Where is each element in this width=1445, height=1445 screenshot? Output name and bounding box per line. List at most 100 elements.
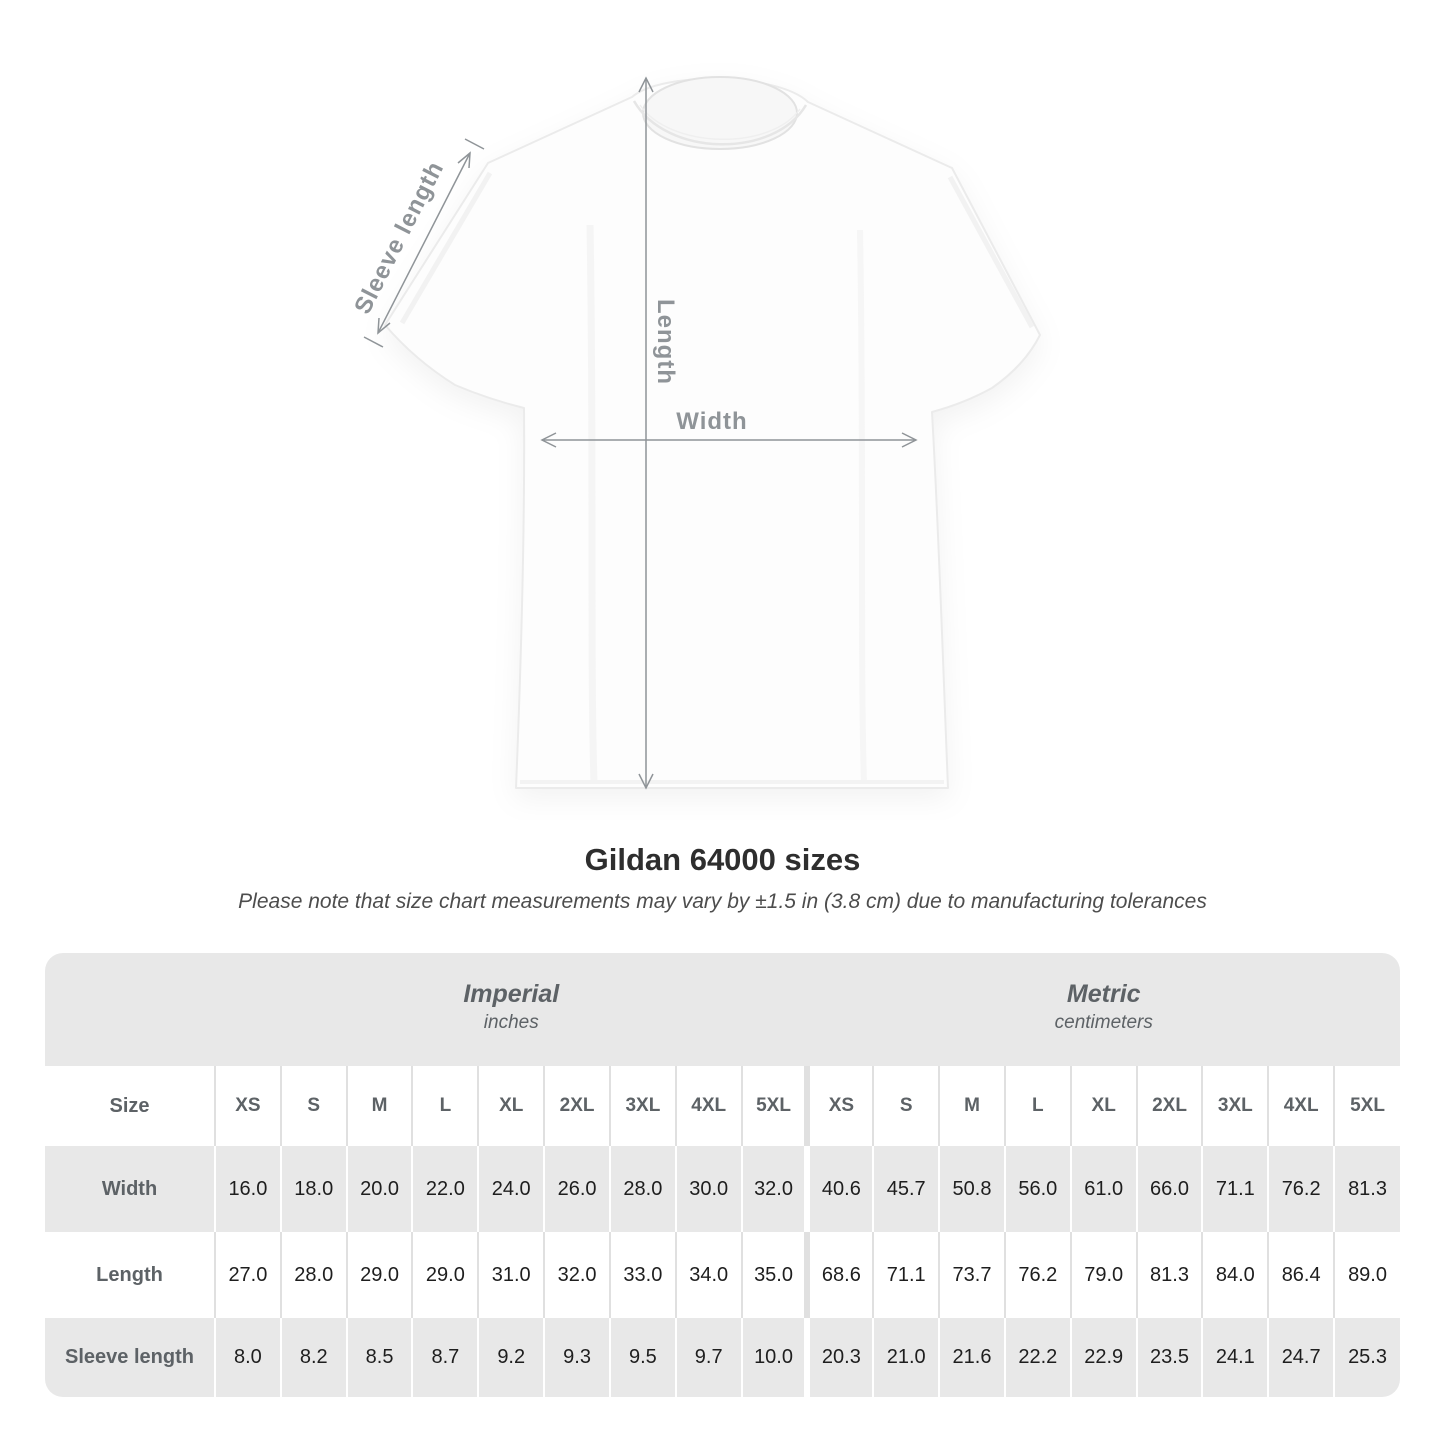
metric-section-header: Metric centimeters: [808, 953, 1401, 1066]
value-cell: 33.0: [608, 1232, 676, 1318]
value-cell: 23.5: [1135, 1318, 1203, 1397]
value-cell: 24.1: [1201, 1318, 1269, 1397]
value-cell: 31.0: [477, 1232, 545, 1318]
size-header-cell: Size: [109, 1094, 150, 1117]
metric-unit: centimeters: [1054, 1011, 1153, 1033]
value-cell: 10.0: [740, 1318, 808, 1397]
value-cell: 18.0: [279, 1146, 347, 1232]
size-col-header: L: [1003, 1066, 1071, 1146]
value-cell: 86.4: [1267, 1232, 1335, 1318]
imperial-unit: inches: [483, 1011, 539, 1033]
metric-title: Metric: [1066, 979, 1141, 1008]
value-cell: 32.0: [543, 1232, 610, 1318]
value-cell: 24.7: [1267, 1318, 1335, 1397]
value-cell: 9.3: [543, 1318, 610, 1397]
length-row: Length 27.0 28.0 29.0 29.0 31.0 32.0 33.…: [45, 1232, 1400, 1318]
size-col-header: L: [411, 1066, 479, 1146]
value-cell: 8.2: [279, 1318, 347, 1397]
value-cell: 9.7: [674, 1318, 742, 1397]
value-cell: 28.0: [279, 1232, 347, 1318]
value-cell: 28.0: [608, 1146, 676, 1232]
value-cell: 76.2: [1267, 1146, 1335, 1232]
band-spacer: [45, 953, 215, 1066]
value-cell: 71.1: [1201, 1146, 1269, 1232]
size-col-header: XS: [804, 1066, 874, 1146]
size-col-header: M: [938, 1066, 1005, 1146]
value-cell: 25.3: [1333, 1318, 1400, 1397]
length-arrow: [638, 76, 654, 790]
value-cell: 8.7: [411, 1318, 479, 1397]
value-cell: 35.0: [740, 1232, 808, 1318]
collar: [642, 76, 798, 150]
size-col-header: 5XL: [740, 1066, 808, 1146]
value-cell: 66.0: [1135, 1146, 1203, 1232]
value-cell: 81.3: [1333, 1146, 1400, 1232]
page-title: Gildan 64000 sizes: [584, 842, 861, 877]
value-cell: 8.0: [214, 1318, 281, 1397]
sleeve-length-row: Sleeve length 8.0 8.2 8.5 8.7 9.2 9.3 9.…: [45, 1318, 1400, 1397]
value-cell: 84.0: [1201, 1232, 1269, 1318]
size-table: Imperial inches Metric centimeters Size …: [45, 953, 1400, 1397]
size-header-row: Size XS S M L XL 2XL 3XL 4XL 5XL XS S M …: [45, 1066, 1400, 1146]
tshirt-measurement-diagram: Length Width Sleeve length: [340, 55, 1060, 820]
measurements-table: Size XS S M L XL 2XL 3XL 4XL 5XL XS S M …: [45, 1066, 1400, 1397]
size-col-header: XL: [1069, 1066, 1137, 1146]
size-col-header: S: [872, 1066, 940, 1146]
value-cell: 89.0: [1333, 1232, 1400, 1318]
value-cell: 32.0: [740, 1146, 808, 1232]
width-row: Width 16.0 18.0 20.0 22.0 24.0 26.0 28.0…: [45, 1146, 1400, 1232]
value-cell: 20.3: [804, 1318, 874, 1397]
size-col-header: 4XL: [1267, 1066, 1335, 1146]
size-col-header: M: [345, 1066, 413, 1146]
value-cell: 73.7: [938, 1232, 1005, 1318]
value-cell: 9.2: [477, 1318, 545, 1397]
tolerance-note: Please note that size chart measurements…: [238, 890, 1207, 913]
value-cell: 50.8: [938, 1146, 1005, 1232]
value-cell: 21.0: [872, 1318, 940, 1397]
value-cell: 27.0: [214, 1232, 281, 1318]
size-col-header: 2XL: [1135, 1066, 1203, 1146]
value-cell: 29.0: [411, 1232, 479, 1318]
size-col-header: 5XL: [1333, 1066, 1400, 1146]
value-cell: 71.1: [872, 1232, 940, 1318]
row-label: Width: [101, 1177, 158, 1200]
imperial-title: Imperial: [463, 979, 560, 1008]
sleeve-length-arrow: [363, 138, 485, 348]
value-cell: 26.0: [543, 1146, 610, 1232]
value-cell: 68.6: [804, 1232, 874, 1318]
row-label: Length: [96, 1263, 163, 1286]
unit-header-band: Imperial inches Metric centimeters: [45, 953, 1400, 1066]
size-col-header: 2XL: [543, 1066, 610, 1146]
value-cell: 79.0: [1069, 1232, 1137, 1318]
value-cell: 8.5: [345, 1318, 413, 1397]
value-cell: 45.7: [872, 1146, 940, 1232]
size-col-header: XS: [214, 1066, 281, 1146]
value-cell: 22.2: [1003, 1318, 1071, 1397]
value-cell: 76.2: [1003, 1232, 1071, 1318]
value-cell: 22.0: [411, 1146, 479, 1232]
value-cell: 16.0: [214, 1146, 281, 1232]
value-cell: 29.0: [345, 1232, 413, 1318]
value-cell: 20.0: [345, 1146, 413, 1232]
size-col-header: XL: [477, 1066, 545, 1146]
length-label: Length: [652, 299, 679, 385]
imperial-section-header: Imperial inches: [215, 953, 808, 1066]
value-cell: 40.6: [804, 1146, 874, 1232]
value-cell: 30.0: [674, 1146, 742, 1232]
width-arrow: [540, 432, 918, 448]
size-col-header: 3XL: [1201, 1066, 1269, 1146]
value-cell: 56.0: [1003, 1146, 1071, 1232]
size-col-header: 3XL: [608, 1066, 676, 1146]
tshirt-graphic: [384, 76, 1041, 789]
value-cell: 21.6: [938, 1318, 1005, 1397]
size-col-header: 4XL: [674, 1066, 742, 1146]
row-label: Sleeve length: [65, 1346, 194, 1368]
tshirt-diagram-svg: Length Width Sleeve length: [349, 76, 1041, 790]
value-cell: 9.5: [608, 1318, 676, 1397]
value-cell: 81.3: [1135, 1232, 1203, 1318]
caption-block: Gildan 64000 sizes Please note that size…: [0, 840, 1445, 916]
value-cell: 34.0: [674, 1232, 742, 1318]
value-cell: 61.0: [1069, 1146, 1137, 1232]
size-col-header: S: [279, 1066, 347, 1146]
width-label: Width: [676, 408, 747, 435]
